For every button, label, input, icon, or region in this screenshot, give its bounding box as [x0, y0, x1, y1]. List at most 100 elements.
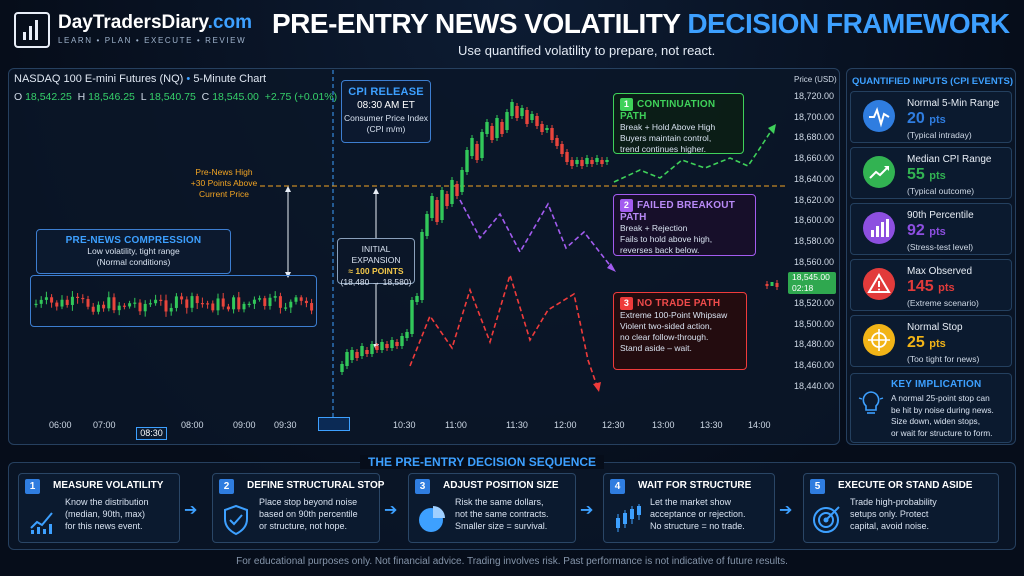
key-line4: or wait for structure to form. — [891, 427, 993, 438]
pre-news-high-label: Pre-News High +30 Points Above Current P… — [174, 167, 274, 200]
candle-body — [107, 297, 111, 309]
input-value: 25 — [907, 334, 925, 351]
open-label: O — [14, 91, 23, 103]
x-tick-label: 12:30 — [602, 420, 625, 430]
input-sub: (Typical outcome) — [907, 186, 975, 196]
candle-body — [445, 194, 449, 206]
expansion-value: ≈ 100 POINTS — [348, 266, 404, 276]
candle-body — [81, 297, 85, 300]
y-tick-label: 18,520.00 — [794, 298, 835, 308]
candle-body — [585, 158, 589, 164]
sequence-step: 2 DEFINE STRUCTURAL STOP Place stop beyond… — [212, 473, 384, 543]
candle-body — [273, 296, 277, 298]
continuation-title: CONTINUATION PATH — [620, 99, 716, 122]
failed-breakout-line2: Fails to hold above high, — [620, 234, 713, 244]
sequence-title: THE PRE-ENTRY DECISION SEQUENCE — [360, 455, 605, 469]
page-subtitle: Use quantified volatility to prepare, no… — [458, 43, 716, 58]
chart-interval[interactable]: 5-Minute Chart — [193, 73, 267, 85]
cpi-time-highlight — [318, 417, 350, 431]
candle-body — [117, 305, 121, 311]
candle-body — [545, 128, 549, 130]
continuation-line3: trend continues higher. — [620, 144, 707, 154]
candle-body — [480, 132, 484, 158]
candle-body — [395, 342, 399, 346]
step-number: 2 — [219, 479, 234, 494]
candle-body — [310, 303, 314, 311]
x-tick-label: 08:00 — [181, 420, 204, 430]
candlestick-series — [34, 99, 779, 375]
candle-body — [365, 350, 369, 354]
brand-suffix: .com — [207, 12, 252, 33]
input-label: Median CPI Range — [907, 154, 992, 165]
candle-body — [550, 128, 554, 140]
failed-breakout-line3: reverses back below. — [620, 245, 700, 255]
no-trade-line4: Stand aside – wait. — [620, 343, 692, 353]
step-arrow-icon: ➔ — [779, 502, 793, 519]
y-tick-label: 18,500.00 — [794, 318, 835, 329]
candle-body — [770, 282, 774, 286]
x-tick-label: 10:30 — [393, 420, 416, 430]
key-line1: A normal 25-point stop can — [891, 393, 990, 403]
candle-body — [128, 303, 132, 307]
candle-body — [304, 300, 308, 304]
y-tick-label: 18,720.00 — [794, 91, 835, 101]
pre-news-high-line2: +30 Points Above — [190, 178, 258, 188]
key-line2: be hit by noise during news. — [891, 404, 994, 415]
pie-chart-icon — [415, 502, 449, 536]
continuation-line1: Break + Hold Above High — [620, 122, 716, 132]
failed-breakout-title: FAILED BREAKOUT PATH — [620, 200, 735, 223]
input-sub: (Extreme scenario) — [907, 298, 979, 308]
input-label: 90th Percentile — [907, 210, 974, 221]
candle-body — [39, 299, 43, 304]
change-value: +2.75 (+0.01%) — [264, 91, 338, 103]
candle-body — [169, 307, 173, 312]
no-trade-arrowhead — [593, 382, 601, 392]
brand-tagline: LEARN • PLAN • EXECUTE • REVIEW — [58, 36, 247, 45]
candle-body — [34, 303, 38, 306]
cpi-line1: Consumer Price Index — [343, 113, 429, 123]
expansion-range: (18,480 → 18,580) — [340, 277, 412, 287]
step-line: Smaller size = survival. — [455, 521, 548, 531]
candle-body — [133, 302, 137, 304]
input-unit: pts — [929, 114, 946, 126]
inputs-heading: QUANTIFIED INPUTS (CPI EVENTS) — [852, 76, 1013, 87]
input-sub: (Typical intraday) — [907, 130, 972, 140]
candle-body — [60, 299, 64, 307]
candle-body — [775, 283, 779, 287]
input-label: Normal Stop — [907, 322, 963, 333]
candle-body — [216, 298, 220, 311]
continuation-arrowhead — [768, 124, 776, 134]
y-tick-label: 18,660.00 — [794, 153, 835, 164]
candle-body — [385, 344, 389, 348]
no-trade-path-line — [409, 272, 598, 387]
step-arrow-icon: ➔ — [580, 502, 594, 519]
input-value: 55 — [907, 166, 925, 183]
step-number: 4 — [610, 479, 625, 494]
x-tick-label: 12:00 — [554, 420, 577, 430]
step-body: Let the market show acceptance or rejecti… — [650, 496, 778, 532]
candle-body — [520, 108, 524, 116]
step-line: not the same contracts. — [455, 509, 549, 519]
input-unit: pts — [938, 282, 955, 294]
candle-body — [268, 297, 272, 306]
candle-body — [159, 299, 163, 301]
candle-body — [600, 160, 604, 164]
sequence-step: 3 ADJUST POSITION SIZE Risk the same dolla… — [408, 473, 576, 543]
candle-body — [299, 297, 303, 301]
candle-body — [252, 299, 256, 304]
candle-body — [190, 296, 194, 308]
instrument-name: NASDAQ 100 E-mini Futures (NQ) — [14, 73, 184, 85]
pre-news-high-line3: Current Price — [198, 189, 250, 199]
candle-body — [415, 296, 419, 302]
candle-body — [258, 298, 262, 300]
y-tick-label: 18,620.00 — [794, 194, 835, 205]
candle-body — [360, 346, 364, 356]
candle-body — [515, 106, 519, 118]
close-value: 18,545.00 — [212, 91, 259, 103]
candle-body — [278, 296, 282, 308]
candle-body — [55, 302, 59, 307]
candle-body — [500, 122, 504, 134]
brand-name[interactable]: DayTradersDiary.com — [58, 12, 252, 34]
candle-body — [555, 138, 559, 146]
